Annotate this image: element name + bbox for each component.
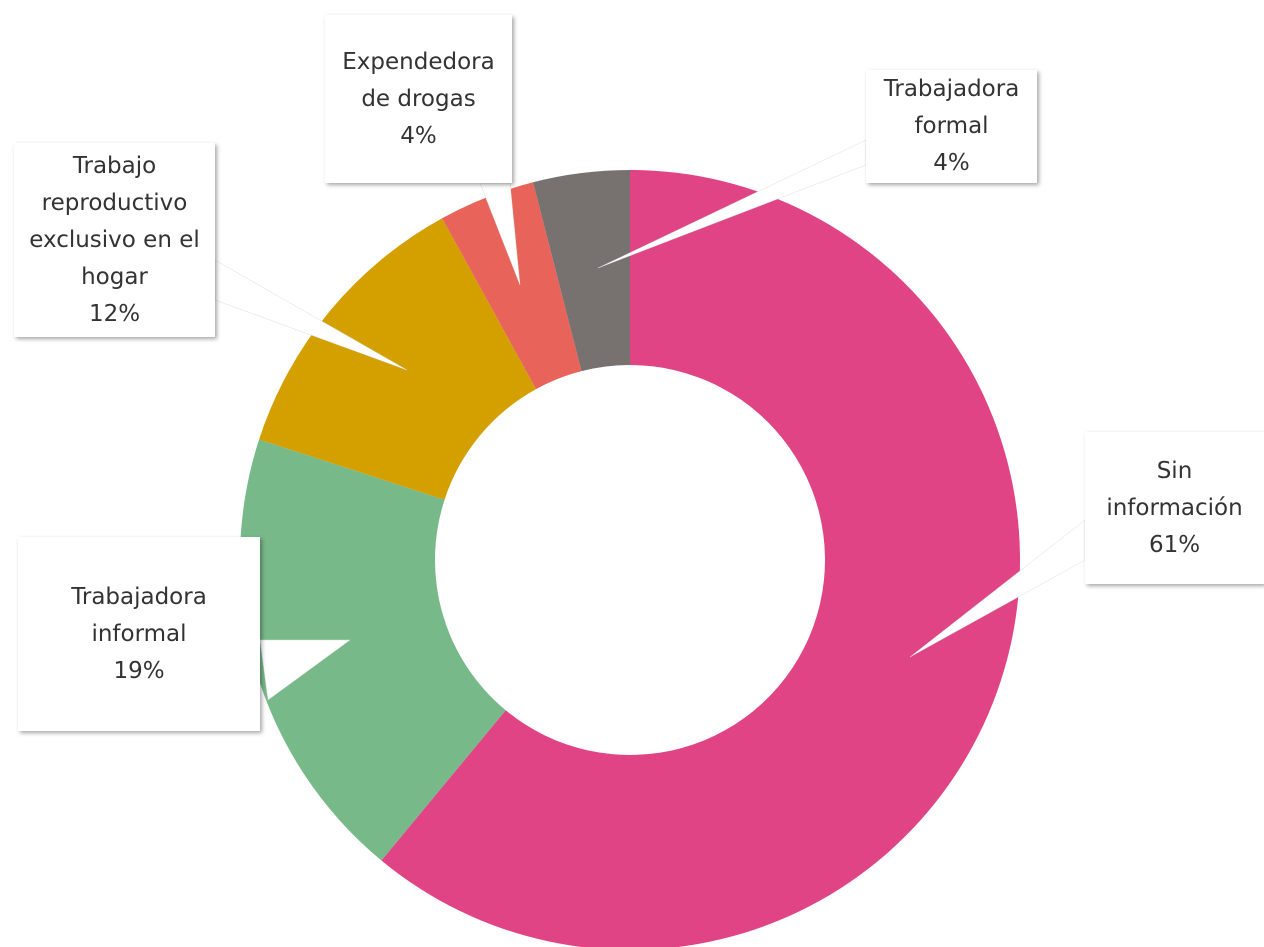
label-value: 61% xyxy=(1148,531,1201,558)
data-label: Trabajadora informal 19% xyxy=(18,537,260,731)
label-name: Trabajadora formal xyxy=(883,76,1020,139)
donut-slice xyxy=(381,170,1020,947)
callout-pointer xyxy=(214,259,408,371)
data-label: Trabajo reproductivo exclusivo en el hog… xyxy=(14,143,215,337)
label-value: 4% xyxy=(933,150,970,176)
callout-pointer xyxy=(479,182,521,286)
donut-slice xyxy=(239,439,506,861)
donut-slice xyxy=(533,170,630,372)
label-name: Trabajadora informal xyxy=(71,583,207,647)
data-label: Trabajadora formal 4% xyxy=(866,70,1037,183)
donut-slice xyxy=(442,182,582,390)
donut-slice xyxy=(259,218,537,500)
label-name: Expendedora de drogas xyxy=(342,48,495,112)
label-name: Trabajo reproductivo exclusivo en el hog… xyxy=(29,152,200,290)
label-value: 12% xyxy=(88,300,141,327)
callout-pointer xyxy=(259,639,351,701)
data-label: Expendedora de drogas 4% xyxy=(325,15,512,183)
label-value: 19% xyxy=(113,657,165,684)
label-value: 4% xyxy=(400,122,437,149)
label-name: Sin información xyxy=(1106,457,1243,521)
data-label: Sin información 61% xyxy=(1085,432,1264,584)
